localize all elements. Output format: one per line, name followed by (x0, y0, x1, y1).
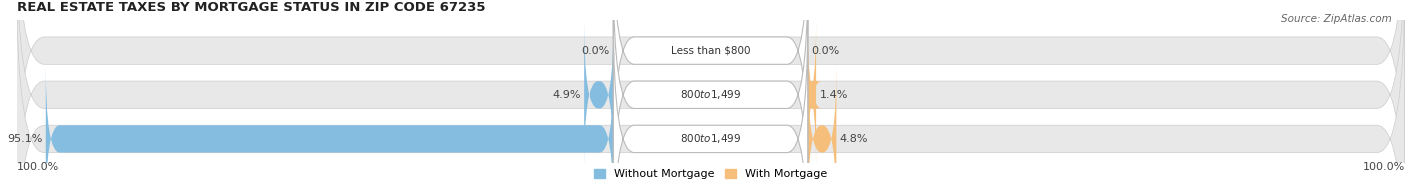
FancyBboxPatch shape (17, 0, 1405, 196)
FancyBboxPatch shape (613, 0, 807, 196)
Text: 0.0%: 0.0% (582, 46, 610, 56)
FancyBboxPatch shape (807, 64, 837, 196)
Text: 100.0%: 100.0% (17, 162, 59, 172)
FancyBboxPatch shape (613, 0, 807, 169)
Text: 100.0%: 100.0% (1362, 162, 1405, 172)
Text: 0.0%: 0.0% (811, 46, 839, 56)
Text: 1.4%: 1.4% (820, 90, 848, 100)
FancyBboxPatch shape (613, 20, 807, 196)
Text: 4.8%: 4.8% (839, 134, 869, 144)
Text: Source: ZipAtlas.com: Source: ZipAtlas.com (1281, 14, 1392, 24)
FancyBboxPatch shape (583, 20, 613, 169)
Text: $800 to $1,499: $800 to $1,499 (681, 88, 741, 101)
Text: Less than $800: Less than $800 (671, 46, 751, 56)
FancyBboxPatch shape (17, 0, 1405, 196)
Text: 95.1%: 95.1% (7, 134, 42, 144)
FancyBboxPatch shape (803, 20, 821, 169)
Text: REAL ESTATE TAXES BY MORTGAGE STATUS IN ZIP CODE 67235: REAL ESTATE TAXES BY MORTGAGE STATUS IN … (17, 1, 485, 14)
Text: $800 to $1,499: $800 to $1,499 (681, 132, 741, 145)
FancyBboxPatch shape (17, 0, 1405, 196)
Text: 4.9%: 4.9% (553, 90, 581, 100)
FancyBboxPatch shape (46, 64, 613, 196)
Legend: Without Mortgage, With Mortgage: Without Mortgage, With Mortgage (589, 164, 832, 183)
